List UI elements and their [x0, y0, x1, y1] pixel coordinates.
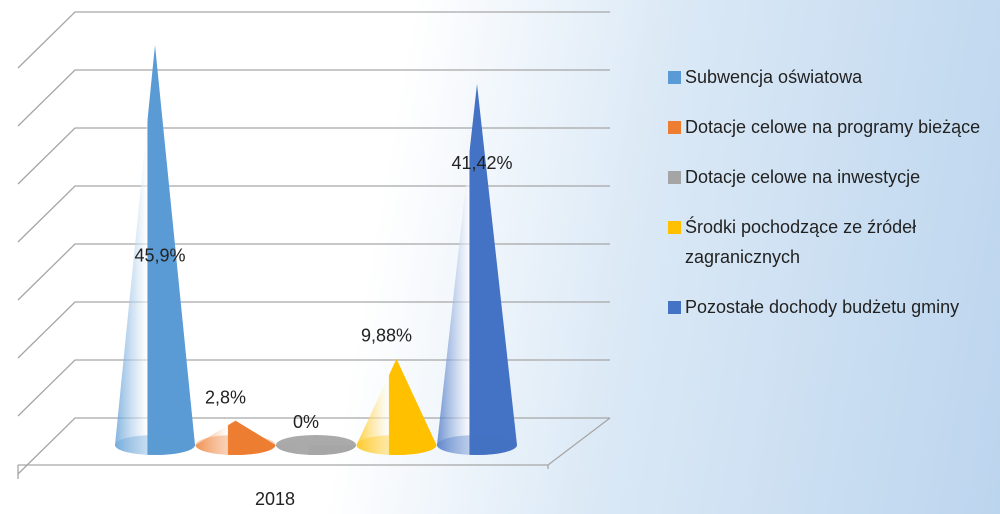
legend-item: Dotacje celowe na inwestycje — [665, 162, 1000, 192]
legend-label: Pozostałe dochody budżetu gminy — [685, 297, 960, 317]
data-label: 41,42% — [451, 153, 512, 173]
legend-swatch — [668, 171, 681, 184]
cone — [276, 435, 356, 455]
legend-label: Subwencja oświatowa — [685, 67, 863, 87]
grid-line — [17, 185, 610, 243]
legend-label: Środki pochodzące ze źródeł zagranicznyc… — [685, 217, 917, 267]
cone — [195, 420, 276, 455]
data-label: 2,8% — [205, 387, 246, 407]
data-label: 0% — [293, 412, 319, 432]
legend-label: Dotacje celowe na inwestycje — [685, 167, 921, 187]
legend-swatch — [668, 301, 681, 314]
cone — [356, 358, 437, 455]
cone — [437, 84, 517, 456]
legend-item: Subwencja oświatowa — [665, 62, 1000, 92]
grid-line — [17, 359, 610, 417]
legend-item: Dotacje celowe na programy bieżące — [665, 112, 1000, 142]
cone — [115, 44, 195, 456]
data-label: 9,88% — [361, 326, 412, 346]
data-label: 45,9% — [134, 246, 185, 266]
grid-line — [17, 69, 610, 127]
grid-line — [17, 127, 610, 185]
legend: Subwencja oświatowa Dotacje celowe na pro… — [665, 62, 1000, 342]
grid-line — [17, 243, 610, 301]
legend-swatch — [668, 221, 681, 234]
floor — [17, 417, 611, 479]
grid-line — [17, 301, 610, 359]
grid-line — [17, 417, 610, 475]
legend-item: Środki pochodzące ze źródeł zagranicznyc… — [665, 212, 1000, 272]
legend-swatch — [668, 121, 681, 134]
grid-line — [17, 11, 610, 69]
legend-swatch — [668, 71, 681, 84]
legend-item: Pozostałe dochody budżetu gminy — [665, 292, 1000, 322]
x-tick-label: 2018 — [255, 489, 295, 509]
legend-label: Dotacje celowe na programy bieżące — [685, 117, 981, 137]
